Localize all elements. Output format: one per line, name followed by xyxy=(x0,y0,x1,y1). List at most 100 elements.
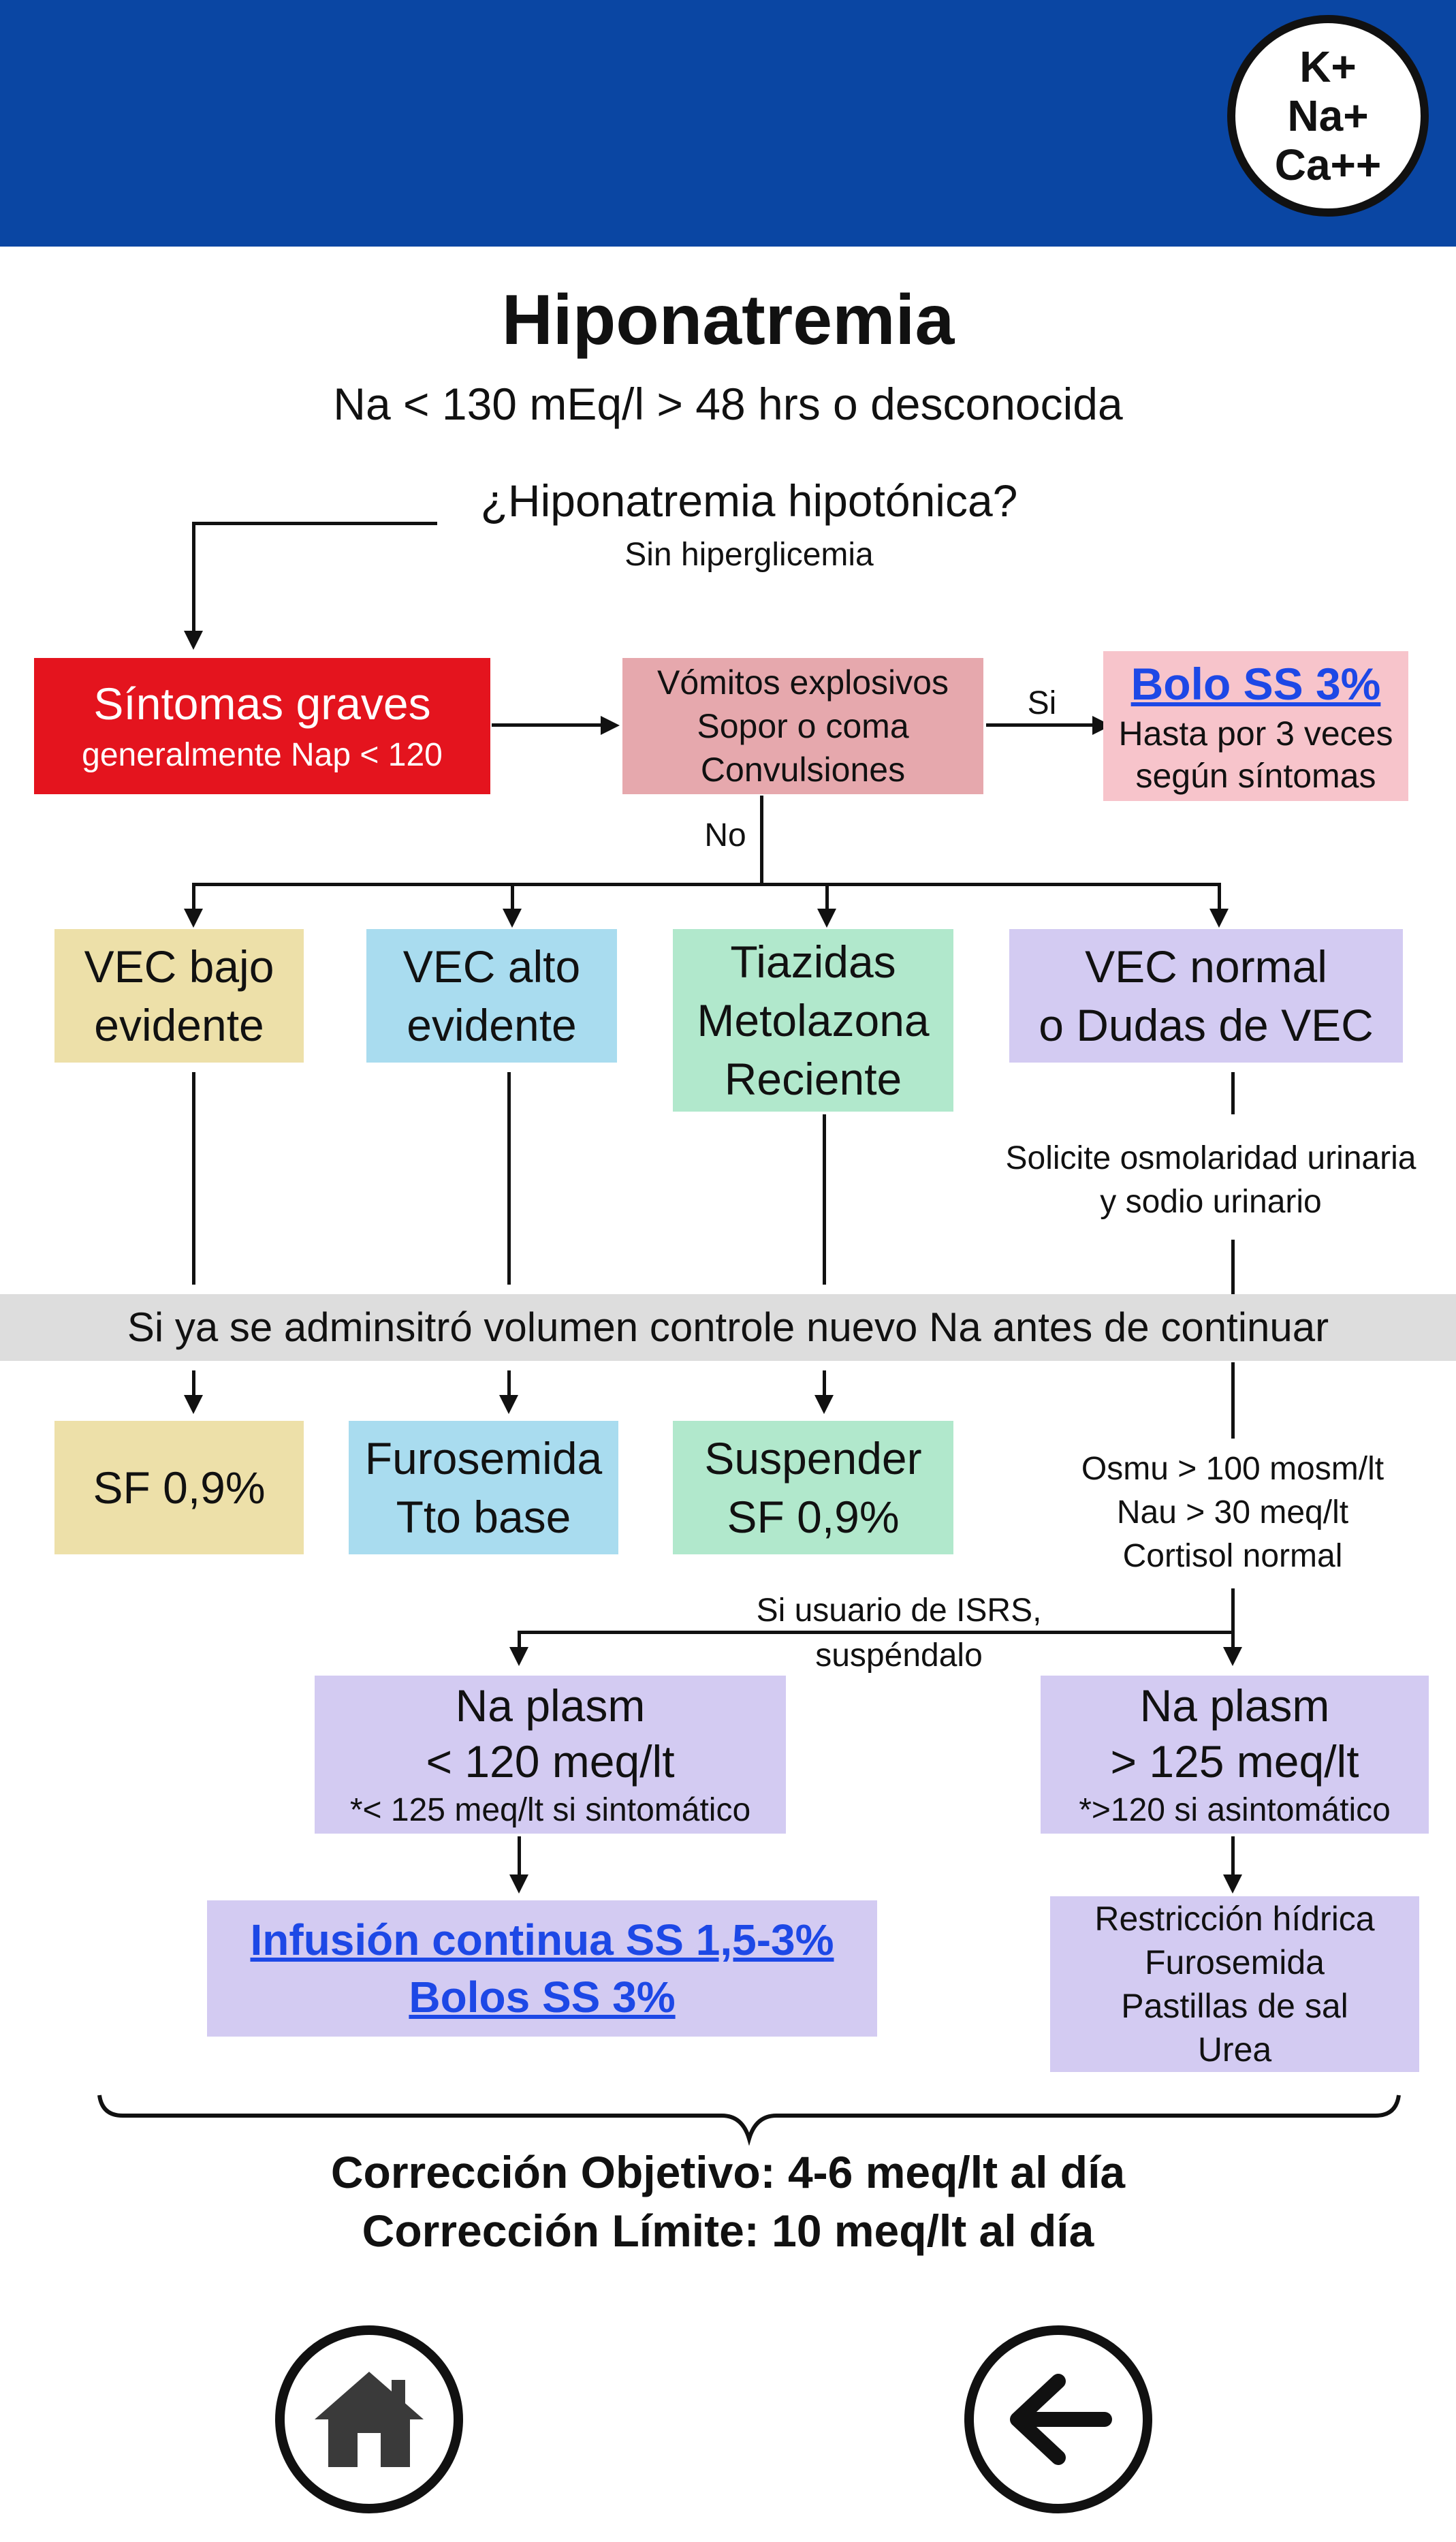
badge-na: Na+ xyxy=(1287,91,1369,140)
page-subtitle: Na < 130 mEq/l > 48 hrs o desconocida xyxy=(333,379,1123,429)
yes-label: Si xyxy=(1027,685,1057,721)
arrow-down-icon xyxy=(814,1395,834,1414)
furosemida-box: Furosemida Tto base xyxy=(349,1421,618,1554)
restriction-line1: Restricción hídrica xyxy=(1094,1900,1375,1938)
na-high-line2: > 125 meq/lt xyxy=(1110,1736,1359,1787)
severe-symptoms-box: Síntomas graves generalmente Nap < 120 xyxy=(34,658,490,794)
na-high-box: Na plasm > 125 meq/lt *>120 si asintomát… xyxy=(1041,1676,1429,1834)
badge-k: K+ xyxy=(1299,42,1357,91)
urine-request-line2: y sodio urinario xyxy=(1100,1184,1322,1220)
sf-box: SF 0,9% xyxy=(54,1421,304,1554)
symptom-vomiting: Vómitos explosivos xyxy=(657,663,949,702)
connector xyxy=(192,883,195,911)
bolo-note-1: Hasta por 3 veces xyxy=(1118,715,1393,753)
arrow-down-icon xyxy=(509,1647,528,1666)
vec-bajo-line1: VEC bajo xyxy=(84,941,274,992)
connector xyxy=(507,1072,511,1285)
vec-alto-line2: evidente xyxy=(407,1000,577,1050)
connector xyxy=(1231,1240,1235,1294)
connector xyxy=(507,1370,511,1398)
severe-symptoms-title: Síntomas graves xyxy=(93,678,431,729)
bolos-link[interactable]: Bolos SS 3% xyxy=(409,1973,676,2022)
vec-normal-box: VEC normal o Dudas de VEC xyxy=(1009,929,1403,1063)
na-low-line1: Na plasm xyxy=(455,1680,646,1731)
bolo-box: Bolo SS 3% Hasta por 3 veces según sínto… xyxy=(1103,651,1408,801)
connector xyxy=(511,883,514,911)
arrow-down-icon xyxy=(503,909,522,928)
connector xyxy=(1231,1072,1235,1114)
furosemida-line2: Tto base xyxy=(396,1492,571,1542)
arrow-down-icon xyxy=(1223,1647,1242,1666)
na-low-line2: < 120 meq/lt xyxy=(426,1736,675,1787)
arrow-down-icon xyxy=(184,631,203,650)
home-icon xyxy=(315,2372,424,2467)
vec-bajo-box: VEC bajo evidente xyxy=(54,929,304,1063)
back-button[interactable] xyxy=(964,2325,1152,2513)
isrs-note-line1: Si usuario de ISRS, xyxy=(756,1592,1042,1629)
arrow-down-icon xyxy=(1223,1874,1242,1894)
connector xyxy=(192,883,1220,886)
connector xyxy=(192,1072,195,1285)
tiazidas-line3: Reciente xyxy=(724,1054,902,1104)
isrs-note-line2: suspéndalo xyxy=(815,1637,983,1674)
na-high-line1: Na plasm xyxy=(1139,1680,1330,1731)
criteria-cortisol: Cortisol normal xyxy=(1122,1538,1343,1574)
bracket-icon xyxy=(97,2094,1401,2146)
vec-alto-line1: VEC alto xyxy=(402,941,581,992)
na-high-note: *>120 si asintomático xyxy=(1079,1792,1391,1828)
volume-warning-band: Si ya se adminsitró volumen controle nue… xyxy=(0,1294,1456,1361)
hypotonic-question: ¿Hiponatremia hipotónica? xyxy=(480,475,1018,526)
tiazidas-line2: Metolazona xyxy=(697,995,930,1046)
home-button[interactable] xyxy=(275,2325,463,2513)
arrow-left-icon xyxy=(1010,2374,1112,2465)
na-low-box: Na plasm < 120 meq/lt *< 125 meq/lt si s… xyxy=(315,1676,786,1834)
furosemida-line1: Furosemida xyxy=(364,1433,603,1484)
app-header xyxy=(0,0,1456,247)
tiazidas-line1: Tiazidas xyxy=(730,937,896,987)
infusion-box: Infusión continua SS 1,5-3% Bolos SS 3% xyxy=(207,1900,877,2037)
connector xyxy=(986,723,1094,727)
suspender-box: Suspender SF 0,9% xyxy=(673,1421,953,1554)
page-title: Hiponatremia xyxy=(501,281,955,360)
suspender-line1: Suspender xyxy=(704,1433,922,1484)
connector xyxy=(1218,883,1221,911)
arrow-down-icon xyxy=(817,909,836,928)
connector xyxy=(760,796,763,885)
connector xyxy=(1231,1631,1235,1648)
sf-label: SF 0,9% xyxy=(93,1462,266,1513)
tiazidas-box: Tiazidas Metolazona Reciente xyxy=(673,929,953,1112)
urine-request-line1: Solicite osmolaridad urinaria xyxy=(1005,1140,1417,1176)
symptom-seizures: Convulsiones xyxy=(700,751,906,789)
connector xyxy=(518,1631,521,1648)
severe-symptoms-note: generalmente Nap < 120 xyxy=(82,737,443,773)
arrow-down-icon xyxy=(1209,909,1229,928)
infusion-link[interactable]: Infusión continua SS 1,5-3% xyxy=(250,1915,834,1964)
connector xyxy=(823,1114,826,1285)
na-low-note: *< 125 meq/lt si sintomático xyxy=(349,1792,751,1828)
hypotonic-question-note: Sin hiperglicemia xyxy=(624,537,874,573)
restriction-line3: Pastillas de sal xyxy=(1121,1987,1348,2025)
connector xyxy=(518,1836,521,1877)
correction-limit: Corrección Límite: 10 meq/lt al día xyxy=(362,2206,1094,2256)
vec-normal-line2: o Dudas de VEC xyxy=(1039,1000,1374,1050)
criteria-osmu: Osmu > 100 mosm/lt xyxy=(1081,1451,1384,1487)
arrow-down-icon xyxy=(184,1395,203,1414)
no-label: No xyxy=(704,817,746,853)
correction-target: Corrección Objetivo: 4-6 meq/lt al día xyxy=(330,2147,1126,2197)
arrow-down-icon xyxy=(184,909,203,928)
symptom-stupor: Sopor o coma xyxy=(697,707,909,745)
connector xyxy=(192,522,195,632)
connector xyxy=(492,723,601,727)
vec-normal-line1: VEC normal xyxy=(1085,941,1327,992)
connector xyxy=(192,522,437,525)
electrolytes-badge[interactable]: K+ Na+ Ca++ xyxy=(1227,15,1429,217)
restriction-line2: Furosemida xyxy=(1145,1943,1325,1981)
criteria-nau: Nau > 30 meq/lt xyxy=(1116,1494,1349,1531)
restriction-box: Restricción hídrica Furosemida Pastillas… xyxy=(1050,1896,1419,2072)
arrow-down-icon xyxy=(509,1874,528,1894)
arrow-right-icon xyxy=(601,716,620,735)
vec-bajo-line2: evidente xyxy=(94,1000,264,1050)
symptoms-box: Vómitos explosivos Sopor o coma Convulsi… xyxy=(622,658,983,794)
connector xyxy=(1231,1836,1235,1877)
bolo-link[interactable]: Bolo SS 3% xyxy=(1130,659,1381,709)
